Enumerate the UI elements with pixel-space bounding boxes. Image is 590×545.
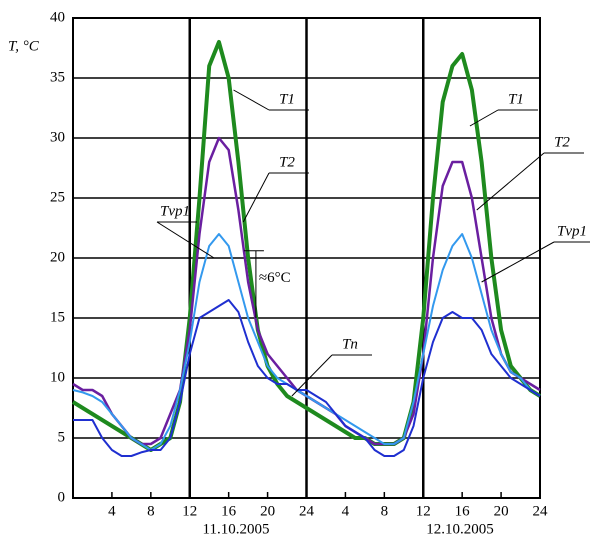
annotation: ≈6°C xyxy=(259,270,291,286)
series-line xyxy=(73,299,541,457)
leader-line xyxy=(156,221,215,259)
x-tick-label: 4 xyxy=(342,503,350,519)
plot-frame xyxy=(72,17,541,499)
leader-line xyxy=(476,152,545,211)
x-tick-label: 24 xyxy=(533,503,549,519)
x-tick-label: 20 xyxy=(494,503,509,519)
series-label: Tn xyxy=(342,336,358,352)
x-tick-label: 4 xyxy=(108,503,116,519)
series-label: T2 xyxy=(279,154,295,170)
series-label: Tvp1 xyxy=(160,203,190,219)
leader-line xyxy=(242,172,270,223)
y-tick-label: 0 xyxy=(58,489,66,505)
x-tick-label: 12 xyxy=(182,503,197,519)
y-tick-label: 40 xyxy=(50,9,65,25)
date-label: 11.10.2005 xyxy=(203,521,270,537)
y-tick-label: 10 xyxy=(50,369,65,385)
x-tick-label: 20 xyxy=(260,503,275,519)
leader-line xyxy=(469,109,499,127)
y-tick-label: 5 xyxy=(58,429,66,445)
x-tick-label: 24 xyxy=(299,503,315,519)
series-label: T1 xyxy=(508,91,524,107)
x-tick-label: 16 xyxy=(455,503,471,519)
x-tick-label: 16 xyxy=(221,503,237,519)
y-tick-label: 35 xyxy=(50,69,65,85)
date-label: 12.10.2005 xyxy=(426,521,494,537)
y-tick-label: 30 xyxy=(50,129,65,145)
annotation-bracket xyxy=(243,250,264,318)
y-axis-label: T, °C xyxy=(8,38,40,54)
x-tick-label: 8 xyxy=(381,503,389,519)
y-tick-label: 20 xyxy=(50,249,65,265)
x-tick-label: 8 xyxy=(147,503,155,519)
series-label: T1 xyxy=(279,91,295,107)
leader-line xyxy=(233,89,270,111)
x-tick-label: 12 xyxy=(416,503,431,519)
y-tick-label: 25 xyxy=(50,189,65,205)
leader-line xyxy=(291,354,333,397)
y-tick-label: 15 xyxy=(50,309,65,325)
series-label: T2 xyxy=(554,134,570,150)
leader-line xyxy=(481,241,555,283)
series-label: Tvp1 xyxy=(557,223,587,239)
